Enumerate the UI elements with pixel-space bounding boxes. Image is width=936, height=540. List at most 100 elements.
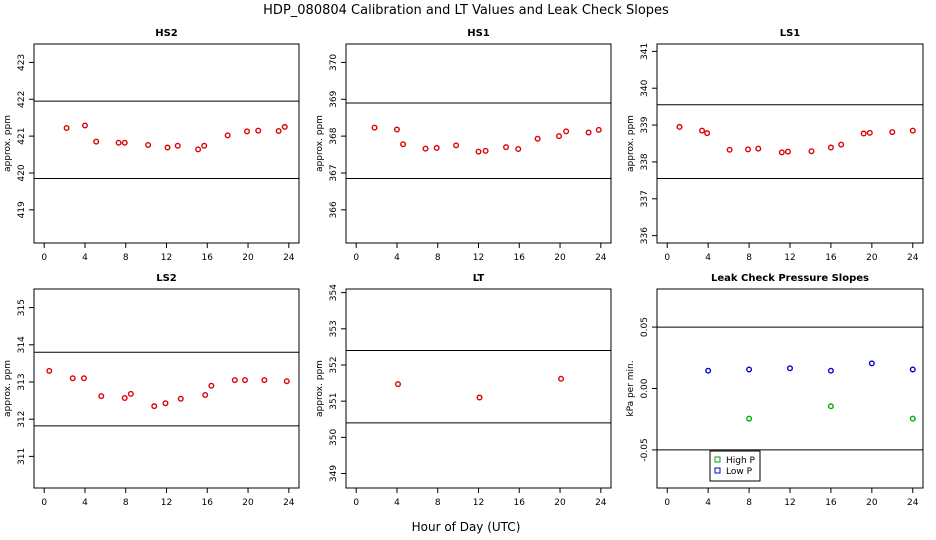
data-point-series	[371, 124, 378, 131]
x-tick-label: 20	[554, 498, 566, 508]
data-point-series	[704, 130, 711, 137]
x-tick-label: 12	[784, 253, 795, 263]
y-tick-label: 350	[329, 428, 339, 445]
y-tick-label: 311	[17, 448, 27, 465]
x-tick-label: 24	[907, 498, 919, 508]
data-point-series	[482, 147, 489, 154]
x-tick-label: 4	[394, 253, 400, 263]
y-axis-label: approx. ppm	[3, 360, 13, 417]
y-tick-label: 349	[329, 465, 339, 482]
data-point-series	[838, 141, 845, 148]
y-tick-label: 336	[640, 227, 650, 244]
y-tick-label: 354	[329, 284, 339, 301]
x-tick-label: 0	[41, 498, 47, 508]
plot-frame	[345, 288, 612, 489]
data-point-series	[860, 130, 867, 137]
data-point-series	[699, 127, 706, 134]
data-point-series	[151, 403, 158, 410]
plot-frame	[656, 288, 924, 489]
data-point-high-p	[827, 403, 834, 410]
data-point-series	[177, 395, 184, 402]
y-tick-label: 340	[640, 79, 650, 96]
x-tick-label: 16	[514, 253, 526, 263]
x-tick-label: 4	[705, 498, 711, 508]
x-tick-label: 0	[353, 498, 359, 508]
data-point-series	[745, 146, 752, 153]
data-point-series	[162, 400, 169, 407]
x-tick-label: 8	[435, 498, 441, 508]
x-tick-label: 0	[353, 253, 359, 263]
panel-title: LS2	[156, 273, 177, 284]
x-tick-label: 4	[82, 253, 88, 263]
legend-swatch	[714, 456, 721, 463]
y-tick-label: 422	[17, 91, 27, 108]
panel-title: HS2	[155, 28, 178, 39]
data-point-series	[595, 126, 602, 133]
y-tick-label: 341	[640, 43, 650, 60]
data-point-series	[866, 129, 873, 136]
y-tick-label: 313	[17, 373, 27, 390]
y-tick-label: 338	[640, 153, 650, 170]
x-tick-label: 8	[746, 498, 752, 508]
y-tick-label: -0.05	[640, 438, 650, 461]
legend-label: Low P	[726, 467, 753, 477]
y-tick-label: 367	[329, 164, 339, 181]
chart-panel-5: LT 0 4 8 12 16 20 24 349 350 351 352 353 354 approx. p…	[315, 273, 612, 508]
panel-title: Leak Check Pressure Slopes	[711, 273, 869, 284]
data-point-series	[534, 135, 541, 142]
y-axis-label: kPa per min.	[626, 360, 636, 416]
y-tick-label: 368	[329, 127, 339, 144]
data-point-low-p	[705, 367, 712, 374]
plot-frame	[656, 43, 924, 244]
data-point-series	[778, 149, 785, 156]
x-tick-label: 12	[161, 498, 172, 508]
data-point-series	[127, 390, 134, 397]
x-tick-label: 8	[123, 253, 129, 263]
x-tick-label: 0	[41, 253, 47, 263]
x-tick-label: 24	[283, 253, 295, 263]
x-tick-label: 8	[746, 253, 752, 263]
data-point-series	[453, 142, 460, 149]
data-point-series	[281, 123, 288, 130]
x-tick-label: 24	[595, 253, 607, 263]
figure-title: HDP_080804 Calibration and LT Values and…	[263, 3, 669, 18]
data-point-series	[121, 394, 128, 401]
data-point-series	[726, 146, 733, 153]
data-point-series	[755, 145, 762, 152]
x-tick-label: 20	[554, 253, 566, 263]
data-point-high-p	[746, 415, 753, 422]
x-tick-label: 16	[202, 253, 214, 263]
y-tick-label: 351	[329, 393, 339, 410]
data-point-series	[63, 125, 70, 132]
data-point-series	[585, 129, 592, 136]
data-point-series	[255, 127, 262, 134]
data-point-series	[283, 378, 290, 385]
x-tick-label: 20	[242, 253, 254, 263]
x-tick-label: 0	[664, 498, 670, 508]
x-tick-label: 20	[866, 253, 878, 263]
data-point-series	[69, 375, 76, 382]
y-axis-label: approx. ppm	[315, 360, 325, 417]
data-point-series	[81, 122, 88, 129]
data-point-series	[784, 148, 791, 155]
x-tick-label: 12	[473, 253, 484, 263]
data-point-series	[808, 148, 815, 155]
x-tick-label: 8	[435, 253, 441, 263]
data-point-series	[422, 145, 429, 152]
y-tick-label: 421	[17, 128, 27, 145]
data-point-high-p	[909, 415, 916, 422]
y-tick-label: 312	[17, 411, 27, 428]
chart-panel-6: Leak Check Pressure Slopes 0 4 8 12 16 20 24 -0.…	[626, 273, 924, 508]
data-point-series	[909, 127, 916, 134]
x-tick-label: 20	[242, 498, 254, 508]
panel-title: LT	[473, 273, 485, 284]
data-point-series	[889, 129, 896, 136]
data-point-series	[244, 128, 251, 135]
y-tick-label: 423	[17, 54, 27, 71]
legend-box	[709, 450, 761, 482]
y-axis-label: approx. ppm	[315, 115, 325, 172]
x-tick-label: 16	[202, 498, 214, 508]
data-point-low-p	[909, 366, 916, 373]
